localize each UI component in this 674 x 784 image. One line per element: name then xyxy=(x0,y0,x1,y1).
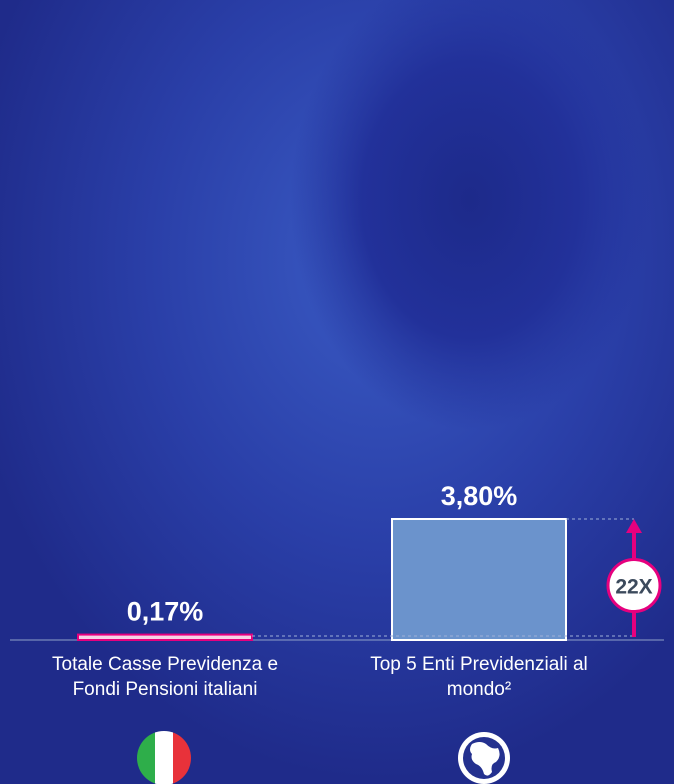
bar xyxy=(78,635,252,640)
category-label: Top 5 Enti Previdenziali al mondo² xyxy=(366,652,592,702)
value-label: 3,80% xyxy=(441,481,518,511)
page: 0,17% 3,80% 22X Totale Casse Previdenza e … xyxy=(0,0,674,784)
arrow-head xyxy=(626,519,642,533)
globe-icon xyxy=(458,732,510,784)
annotation: 22X xyxy=(615,576,652,599)
category-label: Totale Casse Previdenza e Fondi Pensioni… xyxy=(52,652,278,702)
bar xyxy=(392,519,566,640)
italy-flag-icon xyxy=(137,731,191,784)
value-label: 0,17% xyxy=(127,597,204,627)
